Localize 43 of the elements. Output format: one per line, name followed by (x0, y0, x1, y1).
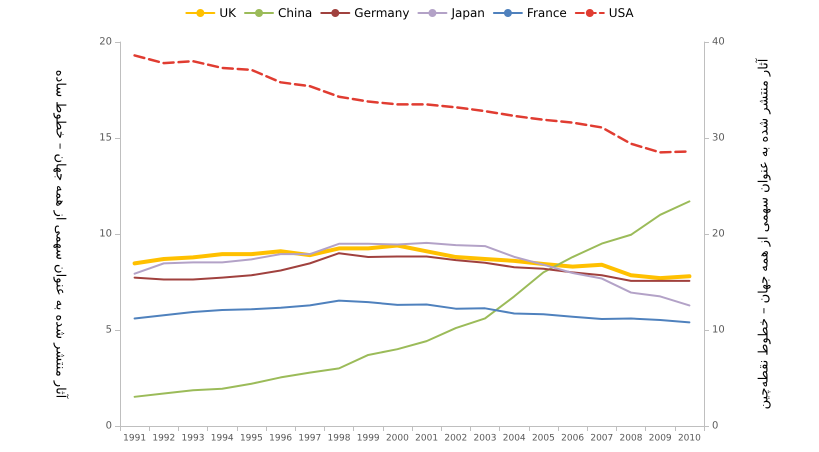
y2-tick-label: 10 (712, 324, 725, 336)
x-tick-label: 2005 (532, 434, 555, 444)
x-tick-label: 2001 (415, 434, 438, 444)
line-series (134, 300, 690, 324)
line-series (134, 252, 690, 282)
x-tick-label: 2004 (502, 434, 526, 444)
legend-label: Germany (354, 6, 410, 20)
y-tick-label: 20 (99, 36, 112, 48)
x-tick-label: 2007 (590, 434, 614, 444)
y2-tick-label: 0 (712, 420, 718, 432)
x-tick-label: 2008 (620, 434, 643, 444)
x-tick-label: 1994 (210, 434, 234, 444)
x-tick-label: 2000 (386, 434, 410, 444)
legend-label: Japan (450, 6, 485, 20)
legend-label: USA (608, 6, 634, 20)
legend-label: France (526, 6, 567, 20)
x-tick-label: 1998 (328, 434, 351, 444)
y-tick-label: 0 (106, 420, 112, 432)
legend-label: China (278, 6, 312, 20)
x-tick-label: 2009 (648, 434, 672, 444)
y2-tick-label: 30 (712, 132, 725, 144)
y2-tick-label: 40 (712, 36, 725, 48)
x-tick-label: 1999 (356, 434, 380, 444)
x-tick-label: 2006 (561, 434, 584, 444)
x-tick-label: 2010 (678, 434, 702, 444)
y2-tick-label: 20 (712, 228, 725, 240)
x-tick-label: 1991 (123, 434, 146, 444)
x-tick-label: 1997 (298, 434, 322, 444)
y-tick-label: 15 (99, 132, 112, 144)
y2-axis-title: آثار منتشر شده به عنوان سهمی از همه جهان – خطوط نقطه‌چین (754, 57, 772, 410)
legend-label: UK (219, 6, 238, 20)
y-tick-label: 10 (99, 228, 112, 240)
x-tick-label: 1992 (152, 434, 176, 444)
x-tick-label: 2002 (444, 434, 468, 444)
y-axis-title: آثار منتشر شده به عنوان سهمی از همه جهان – خطوط ساده (52, 70, 70, 400)
x-tick-label: 1995 (240, 434, 263, 444)
line-series (132, 244, 692, 280)
x-tick-label: 1993 (182, 434, 204, 444)
y-tick-label: 5 (106, 324, 112, 336)
line-series (134, 200, 690, 398)
x-tick-label: 1996 (269, 434, 292, 444)
x-tick-label: 2003 (474, 434, 496, 444)
line-series (134, 242, 690, 306)
